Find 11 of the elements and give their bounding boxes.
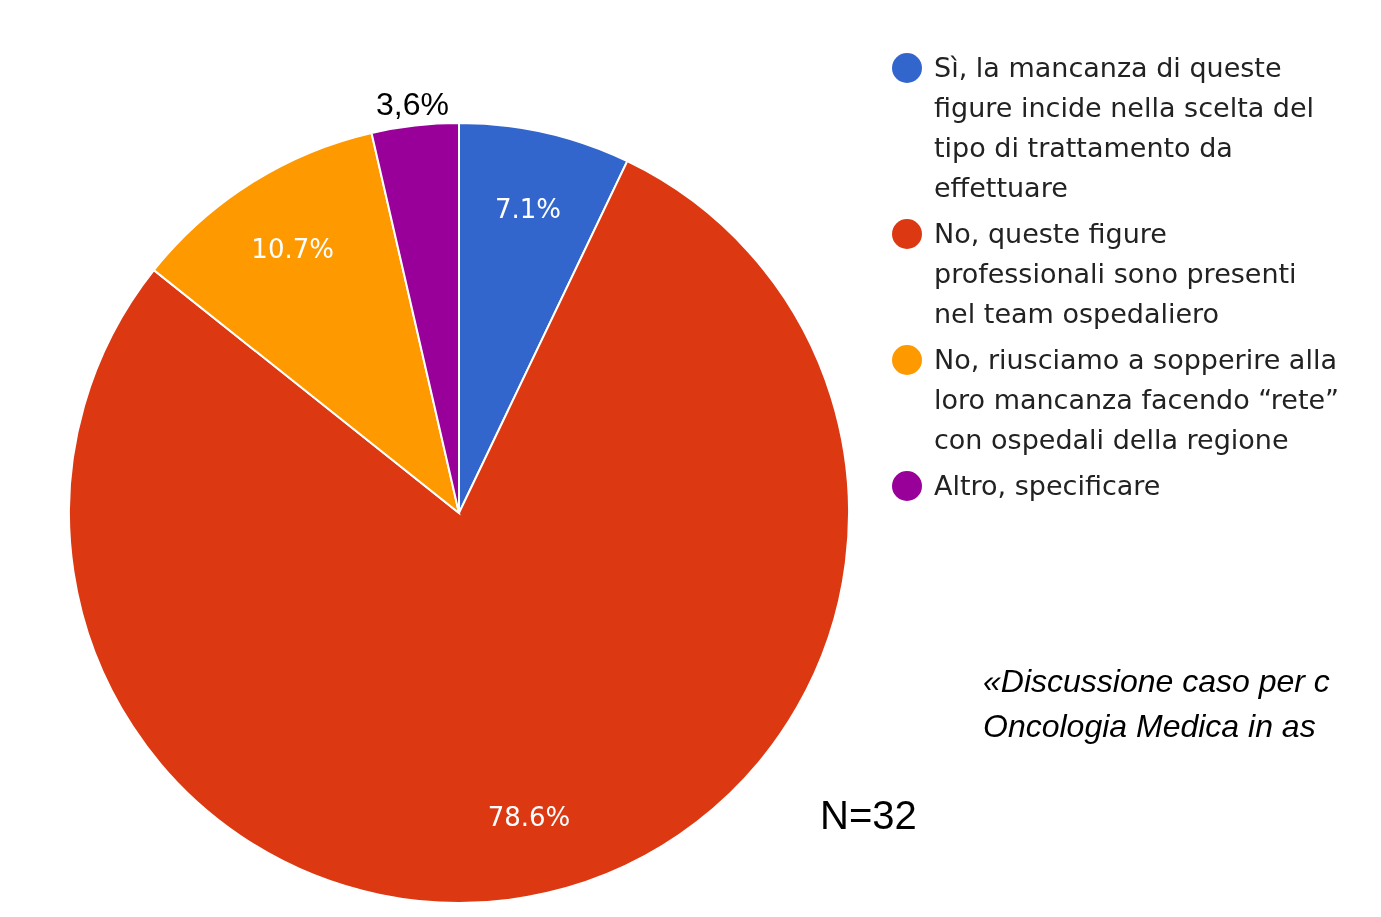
- legend-label: No, riusciamo a sopperire alla loro mancanza facendo “rete” con ospedali della regione: [934, 343, 1341, 457]
- legend-label: Altro, specificare: [934, 469, 1162, 503]
- data-label: 7.1%: [494, 193, 562, 224]
- text: «Discussione caso per c: [983, 663, 1330, 700]
- text: N=32: [820, 793, 917, 838]
- data-label: 3,6%: [376, 85, 449, 122]
- data-label: 10.7%: [251, 234, 334, 265]
- legend-label: Sì, la mancanza di queste figure incide nella scelta del tipo di trattamento da effettuare: [934, 51, 1316, 205]
- legend-label: No, queste figure professionali sono presenti nel team ospedaliero: [934, 217, 1298, 331]
- text: Oncologia Medica in as: [983, 708, 1316, 745]
- data-label: 78.6%: [487, 802, 571, 833]
